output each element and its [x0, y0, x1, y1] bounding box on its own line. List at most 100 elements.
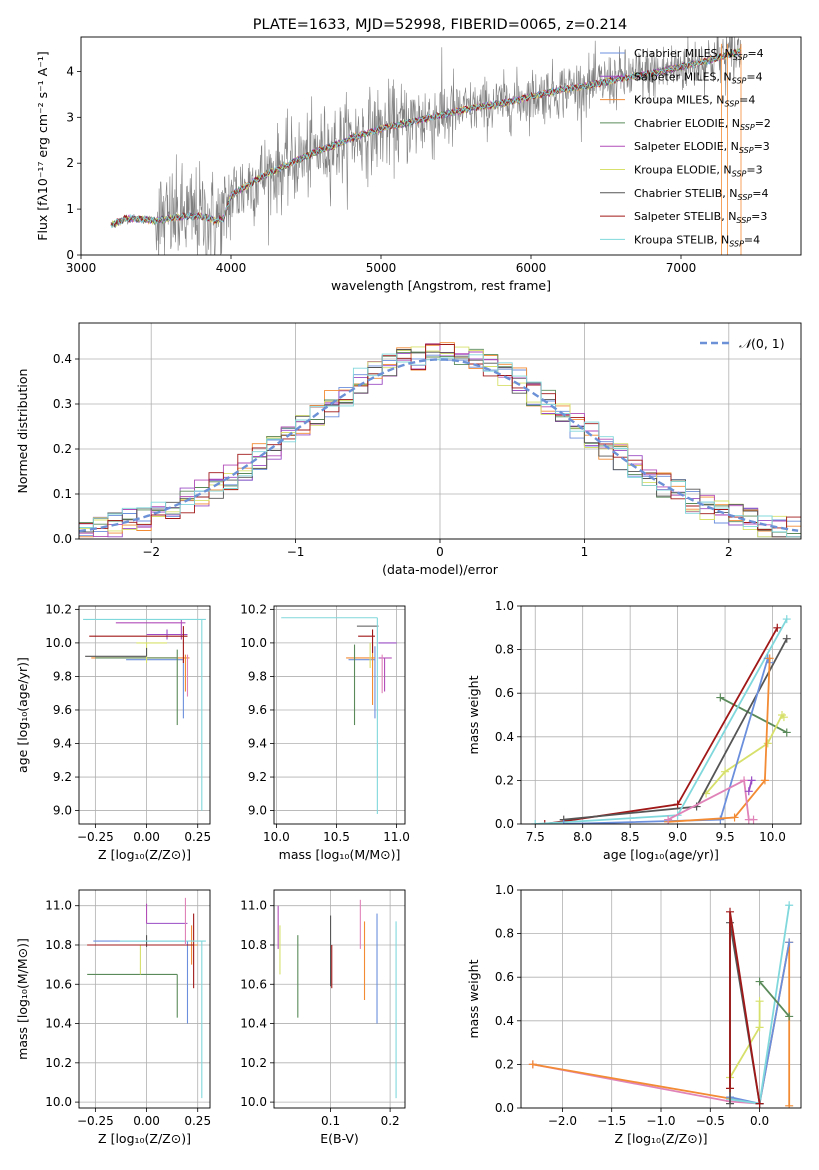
y-axis-label: mass [log₁₀(M/M⊙)] — [15, 938, 30, 1060]
x-tick-label: 10.0 — [759, 830, 786, 844]
y-tick-label: 0.8 — [495, 643, 514, 657]
legend-entry-suffix: =4 — [747, 47, 763, 60]
series-marker — [782, 728, 791, 737]
x-tick-label: −0.5 — [696, 1114, 725, 1128]
x-tick-label: 9.5 — [716, 830, 735, 844]
y-tick-label: 9.8 — [248, 669, 267, 683]
axes-frame — [78, 605, 211, 825]
grid-age_vs_mass — [274, 606, 405, 824]
legend-entry-text: Kroupa ELODIE, N — [634, 164, 732, 177]
y-tick-label: 0.1 — [53, 487, 72, 501]
series-marker — [755, 1023, 764, 1032]
legend-entry-text: Kroupa STELIB, N — [634, 233, 729, 246]
y-tick-label: 0.0 — [53, 532, 72, 546]
y-tick-label: 10.0 — [45, 1095, 72, 1109]
residual-hist-salpeter_elodie — [79, 343, 801, 538]
normal-label-args: (0, 1) — [751, 336, 785, 351]
legend-spectrum: Chabrier MILES, NSSP=4 Salpeter MILES, NS… — [600, 47, 771, 248]
axes-frame — [520, 605, 802, 825]
x-axis-label: age [log₁₀(age/yr)] — [603, 847, 719, 862]
series-line — [758, 981, 790, 1017]
chart-weight_vs_Z: −2.0 −1.5 −1.0 −0.5 0.0 0.0 0.2 0.4 0.6 0.8 1.0 Z [… — [466, 883, 802, 1146]
series-marker — [740, 776, 749, 785]
x-tick-label: 3000 — [66, 261, 97, 275]
y-tick-label: 9.4 — [53, 737, 72, 751]
x-tick-label: 4000 — [216, 261, 247, 275]
x-tick-label: −0.25 — [77, 1114, 114, 1128]
legend-entry-sub: SSP — [733, 53, 748, 62]
series-marker — [531, 820, 540, 824]
y-tick-label: 0 — [66, 248, 74, 262]
legend-entry: Chabrier MILES, NSSP=4 — [634, 47, 764, 62]
y-tick-label: 4 — [66, 64, 74, 78]
y-tick-label: 11.0 — [45, 899, 72, 913]
legend-entry: Kroupa ELODIE, NSSP=3 — [634, 164, 763, 179]
x-tick-label: 2 — [725, 545, 733, 559]
series-marker — [528, 1060, 537, 1069]
y-tick-label: 0.3 — [53, 397, 72, 411]
series-marker — [721, 767, 730, 776]
series-marker — [747, 776, 756, 785]
chart-age_vs_mass: 10.0 10.5 11.0 9.0 9.2 9.4 9.6 9.8 10.0 10.2 mass … — [240, 602, 410, 862]
plot-area-age_vs_mass — [281, 617, 397, 814]
legend-entry-sub: SSP — [724, 100, 739, 109]
x-tick-label: 0.00 — [133, 830, 160, 844]
plot-area-mass_vs_ebv — [277, 899, 397, 1099]
x-tick-label: 0.00 — [133, 1114, 160, 1128]
legend-entry-suffix: =4 — [744, 233, 760, 246]
axes-frame — [273, 889, 406, 1109]
y-tick-label: 0.0 — [495, 1101, 514, 1115]
series-marker — [785, 901, 794, 910]
legend-entry-normal: 𝒩(0, 1) — [739, 336, 785, 351]
legend-entry: Chabrier STELIB, NSSP=4 — [634, 187, 768, 202]
x-tick-label: 0.25 — [184, 1114, 211, 1128]
legend-entry-text: Chabrier ELODIE, N — [634, 117, 740, 130]
residual-hist-salpeter_stelib — [79, 343, 801, 531]
legend-entry-suffix: =3 — [751, 210, 767, 223]
y-tick-label: 10.6 — [240, 977, 267, 991]
series-marker — [785, 1012, 794, 1021]
x-axis-label: wavelength [Angstrom, rest frame] — [331, 278, 551, 293]
axes-frame — [520, 889, 802, 1109]
y-tick-label: 10.2 — [240, 602, 267, 616]
plot-area-weight_vs_Z — [528, 901, 794, 1108]
y-tick-label: 10.2 — [45, 602, 72, 616]
series-marker — [765, 654, 774, 663]
y-tick-label: 10.8 — [45, 938, 72, 952]
chart-spectrum: 3000 4000 5000 6000 7000 0 1 2 3 4 wavelength [Ang… — [35, 36, 802, 293]
chart-mass_vs_Z: −0.25 0.00 0.25 10.0 10.2 10.4 10.6 10.8 11.0 Z [… — [15, 889, 211, 1146]
x-axis-label: (data-model)/error — [382, 562, 499, 577]
series-marker — [716, 815, 725, 824]
series-marker — [540, 820, 549, 824]
x-axis-label: Z [log₁₀(Z/Z⊙)] — [98, 847, 191, 862]
series-line — [544, 627, 779, 824]
x-tick-label: 0.1 — [321, 1114, 340, 1128]
x-tick-label: −2.0 — [548, 1114, 577, 1128]
legend-entry: Kroupa STELIB, NSSP=4 — [634, 233, 760, 248]
y-axis-label: age [log₁₀(age/yr)] — [15, 657, 30, 773]
grid-weight_vs_age — [521, 605, 801, 825]
y-axis-label: mass weight — [466, 675, 481, 754]
y-axis-label: mass weight — [466, 959, 481, 1038]
grid-mass_vs_ebv — [274, 890, 405, 1108]
x-axis-label: Z [log₁₀(Z/Z⊙)] — [615, 1131, 708, 1146]
x-tick-label: 6000 — [516, 261, 547, 275]
legend-entry: Kroupa MILES, NSSP=4 — [634, 94, 755, 109]
x-tick-label: 7000 — [666, 261, 697, 275]
axes-frame — [80, 36, 802, 256]
legend-entry: Salpeter MILES, NSSP=4 — [634, 70, 763, 85]
x-tick-label: 11.0 — [383, 830, 410, 844]
plot-area-mass_vs_Z — [87, 897, 206, 1099]
plot-area-weight_vs_age — [531, 615, 791, 824]
legend-entry-text: Chabrier STELIB, N — [634, 187, 738, 200]
y-tick-label: 0.8 — [495, 927, 514, 941]
series-marker — [716, 693, 725, 702]
y-tick-label: 1.0 — [495, 883, 514, 897]
plot-area-age_vs_Z — [83, 618, 206, 811]
x-tick-label: 10.5 — [323, 830, 350, 844]
y-tick-label: 10.0 — [45, 636, 72, 650]
series-marker — [726, 1099, 735, 1108]
y-tick-label: 9.2 — [53, 770, 72, 784]
y-tick-label: 9.0 — [248, 804, 267, 818]
chart-weight_vs_age: 7.5 8.0 8.5 9.0 9.5 10.0 0.0 0.2 0.4 0.6 0.8 1.0 age… — [466, 599, 802, 862]
